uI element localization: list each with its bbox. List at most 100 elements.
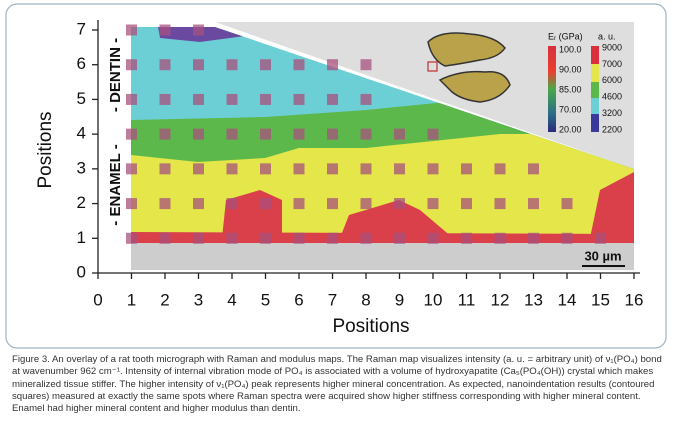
indent-square bbox=[193, 232, 204, 244]
indent-square bbox=[427, 198, 439, 210]
indent-square bbox=[159, 163, 171, 175]
tooth-inset bbox=[427, 32, 511, 103]
indent-square bbox=[193, 24, 204, 36]
indent-square bbox=[461, 198, 472, 210]
frame bbox=[5, 3, 667, 349]
y-tick-label: 0 bbox=[77, 262, 86, 281]
indent-square bbox=[528, 163, 539, 175]
indent-square bbox=[126, 93, 137, 105]
indent-square bbox=[159, 24, 171, 36]
chart: Eᵣ (GPa) a. u. Positions Positions - ENA… bbox=[5, 3, 667, 349]
x-tick-label: 13 bbox=[524, 290, 543, 309]
x-tick-label: 2 bbox=[160, 290, 169, 309]
indent-square bbox=[159, 198, 171, 210]
indent-square bbox=[461, 163, 472, 175]
indent-square bbox=[461, 232, 472, 244]
contour-map bbox=[131, 27, 634, 270]
raman-colorbar-label: 2200 bbox=[602, 124, 622, 134]
x-tick-label: 1 bbox=[127, 290, 136, 309]
x-tick-label: 12 bbox=[491, 290, 510, 309]
indent-square bbox=[293, 93, 305, 105]
indent-square bbox=[494, 198, 506, 210]
indent-square bbox=[260, 59, 271, 71]
modulus-colorbar-label: 20.00 bbox=[559, 124, 582, 134]
indent-square bbox=[226, 128, 238, 140]
indent-square bbox=[293, 232, 305, 244]
indent-square bbox=[293, 128, 305, 140]
indent-square bbox=[159, 128, 171, 140]
indent-square bbox=[226, 59, 238, 71]
contour-red bbox=[131, 232, 634, 243]
indent-square bbox=[126, 232, 137, 244]
indent-square bbox=[126, 24, 137, 36]
indent-square bbox=[427, 163, 439, 175]
indent-square bbox=[126, 198, 137, 210]
indent-square bbox=[260, 128, 271, 140]
indent-square bbox=[193, 198, 204, 210]
indent-square bbox=[159, 232, 171, 244]
indent-square bbox=[193, 163, 204, 175]
x-tick-label: 0 bbox=[93, 290, 102, 309]
indent-square bbox=[360, 198, 372, 210]
enamel-label: - ENAMEL - bbox=[107, 144, 124, 225]
y-tick-label: 5 bbox=[77, 89, 86, 108]
indent-square bbox=[260, 93, 271, 105]
x-tick-label: 10 bbox=[424, 290, 443, 309]
y-axis-label: Positions bbox=[35, 111, 56, 188]
scale-bar-label: 30 µm bbox=[584, 248, 621, 263]
x-tick-label: 7 bbox=[328, 290, 337, 309]
y-tick-label: 4 bbox=[77, 124, 86, 143]
x-tick-label: 5 bbox=[261, 290, 270, 309]
y-tick-label: 7 bbox=[77, 19, 86, 38]
indent-square bbox=[159, 59, 171, 71]
indent-square bbox=[427, 232, 439, 244]
y-tick-label: 2 bbox=[77, 193, 86, 212]
micrograph-background bbox=[215, 22, 634, 169]
indent-square bbox=[293, 198, 305, 210]
indent-square bbox=[561, 232, 573, 244]
indent-square bbox=[528, 232, 539, 244]
x-tick-label: 8 bbox=[361, 290, 370, 309]
indent-square bbox=[159, 93, 171, 105]
indent-square bbox=[561, 198, 573, 210]
y-tick-label: 1 bbox=[77, 228, 86, 247]
indent-square bbox=[226, 198, 238, 210]
modulus-colorbar-label: 90.00 bbox=[559, 64, 582, 74]
x-tick-label: 3 bbox=[194, 290, 203, 309]
modulus-colorbar-title: Eᵣ (GPa) bbox=[548, 31, 583, 41]
indent-square bbox=[494, 232, 506, 244]
x-tick-label: 16 bbox=[625, 290, 644, 309]
indent-square bbox=[327, 232, 338, 244]
indent-square bbox=[126, 163, 137, 175]
indent-square bbox=[193, 59, 204, 71]
indent-square bbox=[394, 232, 405, 244]
x-tick-label: 11 bbox=[458, 290, 476, 309]
indent-square bbox=[293, 59, 305, 71]
micrograph-edge bbox=[131, 243, 634, 270]
contour-red bbox=[340, 200, 453, 238]
raman-colorbar-label: 9000 bbox=[602, 42, 622, 52]
contour-red bbox=[590, 172, 634, 238]
indent-square bbox=[327, 93, 338, 105]
indent-square bbox=[360, 232, 372, 244]
indent-square bbox=[394, 128, 405, 140]
indent-square bbox=[494, 163, 506, 175]
indent-square bbox=[327, 128, 338, 140]
indent-square bbox=[327, 198, 338, 210]
x-tick-label: 15 bbox=[591, 290, 610, 309]
modulus-colorbar bbox=[548, 46, 556, 132]
raman-colorbar-label: 3200 bbox=[602, 108, 622, 118]
indent-square bbox=[427, 128, 439, 140]
indent-square bbox=[260, 232, 271, 244]
x-tick-label: 9 bbox=[395, 290, 404, 309]
y-tick-label: 3 bbox=[77, 158, 86, 177]
x-tick-label: 14 bbox=[558, 290, 577, 309]
indent-square bbox=[260, 198, 271, 210]
raman-colorbar-label: 4600 bbox=[602, 92, 622, 102]
indent-square bbox=[394, 163, 405, 175]
y-tick-label: 6 bbox=[77, 54, 86, 73]
indent-square bbox=[193, 93, 204, 105]
indent-square bbox=[226, 232, 238, 244]
caption: Figure 3. An overlay of a rat tooth micr… bbox=[12, 354, 662, 415]
